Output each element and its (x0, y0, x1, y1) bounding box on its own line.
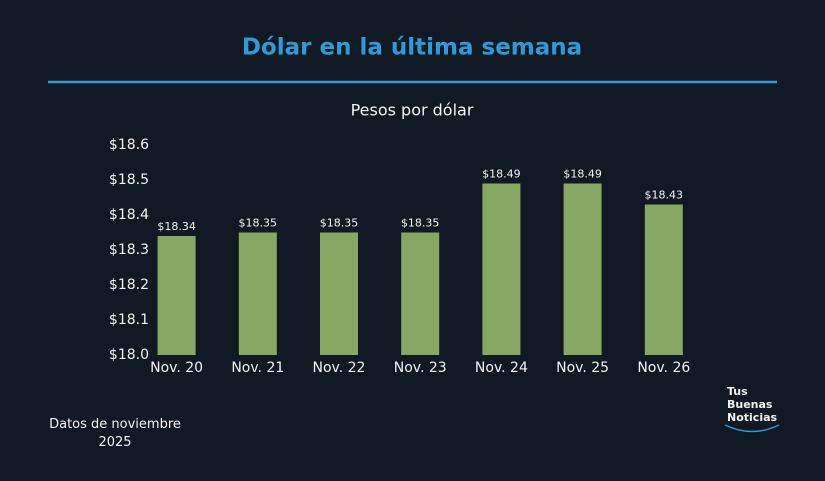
chart-subtitle: Pesos por dólar (351, 101, 474, 120)
value-label: $18.49 (482, 168, 521, 181)
y-tick-label: $18.4 (109, 207, 149, 223)
y-tick-label: $18.1 (109, 312, 149, 328)
x-tick-label: Nov. 24 (475, 360, 528, 376)
bar (320, 232, 358, 355)
x-tick-label: Nov. 26 (637, 360, 690, 376)
bar (482, 183, 521, 355)
bar (563, 183, 602, 355)
value-label: $18.35 (401, 217, 440, 230)
y-tick-label: $18.3 (109, 242, 149, 258)
chart-title: Dólar en la última semana (242, 35, 582, 61)
bar (157, 236, 196, 355)
logo-line: Buenas (727, 398, 773, 411)
value-label: $18.43 (645, 189, 684, 202)
bar (401, 232, 440, 355)
logo-line: Noticias (727, 411, 778, 424)
y-tick-label: $18.2 (109, 277, 149, 293)
y-tick-label: $18.0 (109, 347, 149, 363)
value-label: $18.34 (157, 220, 196, 233)
bar (644, 204, 683, 355)
logo-arc (724, 424, 780, 433)
y-tick-label: $18.5 (109, 172, 149, 188)
bar (238, 232, 277, 355)
x-tick-label: Nov. 21 (231, 360, 284, 376)
value-label: $18.35 (320, 217, 359, 230)
x-tick-label: Nov. 25 (556, 360, 609, 376)
logo-line: Tus (727, 385, 748, 398)
value-label: $18.49 (563, 168, 602, 181)
value-label: $18.35 (239, 217, 278, 230)
x-tick-label: Nov. 23 (394, 360, 447, 376)
x-tick-label: Nov. 20 (150, 360, 203, 376)
x-tick-label: Nov. 22 (313, 360, 366, 376)
footnote: Datos de noviembre 2025 (49, 417, 181, 450)
y-tick-label: $18.6 (109, 137, 149, 153)
